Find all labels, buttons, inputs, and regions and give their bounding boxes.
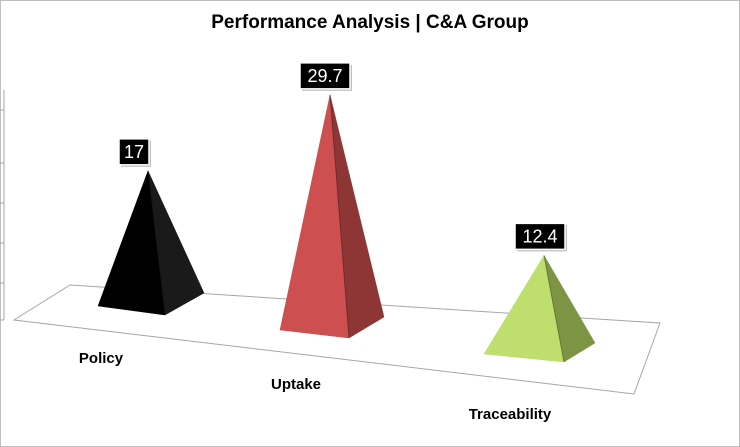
y-axis — [0, 90, 5, 321]
data-label-text: 29.7 — [307, 66, 342, 86]
data-labels: 17 29.7 12.4 — [118, 62, 567, 252]
data-label-policy: 17 — [118, 138, 151, 167]
data-label-text: 17 — [124, 142, 144, 162]
pyramid-series — [97, 94, 596, 363]
data-label-box — [514, 222, 566, 251]
floor-plane — [12, 284, 661, 395]
pyramid-traceability — [483, 254, 596, 363]
pyramid-edge — [329, 94, 350, 339]
category-labels: Policy Uptake Traceability — [79, 350, 552, 423]
pyramid-policy — [97, 170, 205, 316]
pyramid-side-face — [147, 170, 205, 316]
data-label-box — [118, 138, 150, 166]
data-label-text: 12.4 — [522, 226, 557, 246]
chart-title: Performance Analysis | C&A Group — [211, 12, 529, 33]
pyramid-uptake — [279, 94, 385, 339]
pyramid-side-face — [329, 94, 385, 339]
data-label-traceability: 12.4 — [514, 222, 567, 252]
category-label-policy: Policy — [79, 350, 124, 367]
category-label-traceability: Traceability — [469, 406, 552, 423]
pyramid-edge — [147, 170, 166, 316]
pyramid-side-face — [543, 255, 596, 363]
category-label-uptake: Uptake — [271, 376, 321, 393]
chart-floor — [12, 284, 661, 395]
pyramid-edge — [543, 255, 565, 363]
data-label-box — [299, 62, 351, 90]
data-label-uptake: 29.7 — [299, 62, 352, 91]
